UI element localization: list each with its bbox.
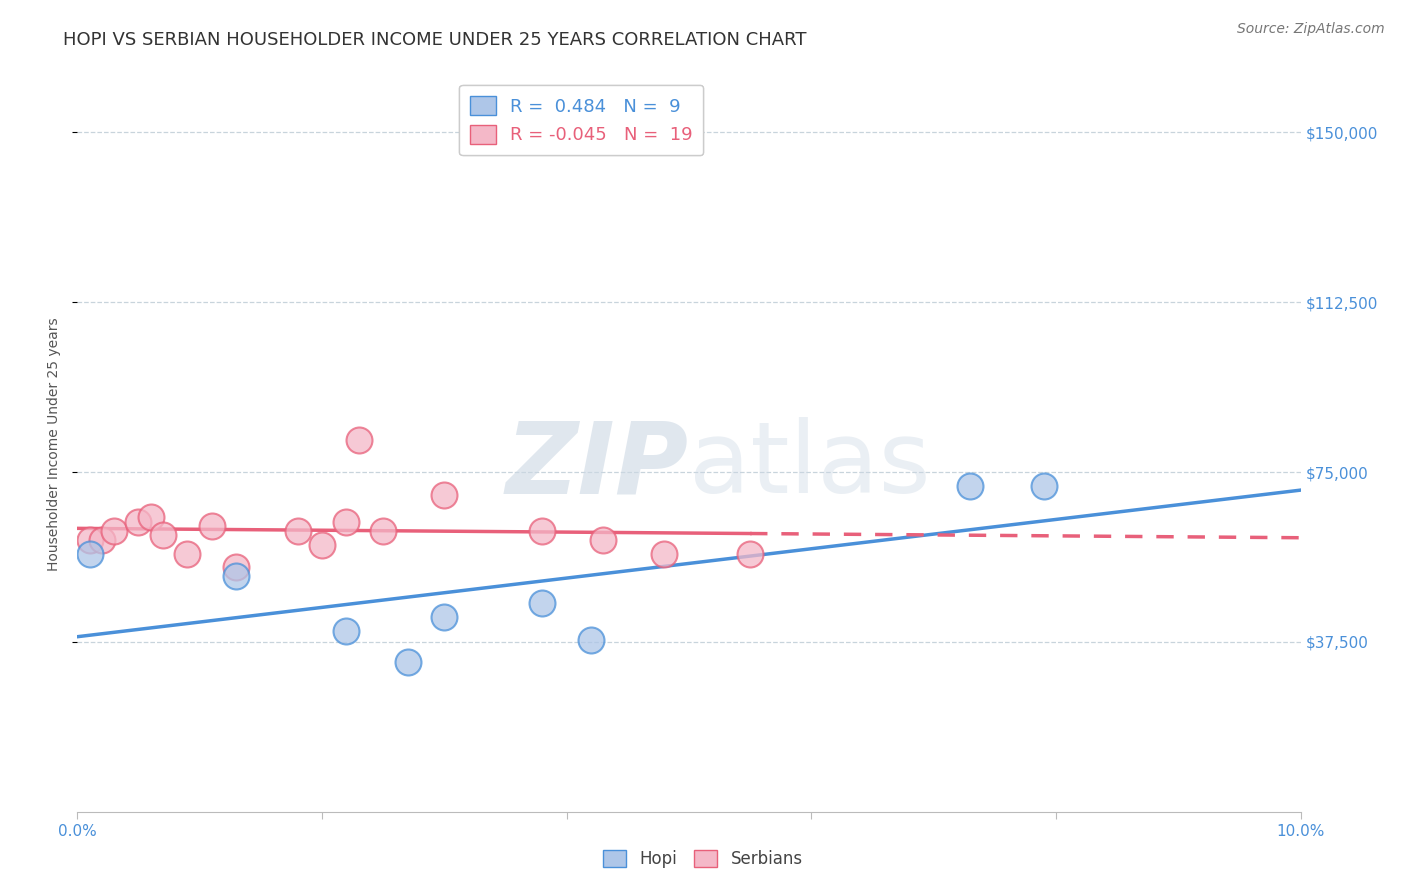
Text: ZIP: ZIP — [506, 417, 689, 515]
Point — [592, 533, 614, 547]
Point — [531, 596, 554, 610]
Point — [531, 524, 554, 538]
Y-axis label: Householder Income Under 25 years: Householder Income Under 25 years — [48, 317, 62, 571]
Point — [335, 624, 357, 638]
Point — [139, 510, 162, 524]
Point — [311, 537, 333, 551]
Text: atlas: atlas — [689, 417, 931, 515]
Point — [371, 524, 394, 538]
Point — [433, 610, 456, 624]
Point — [1032, 478, 1054, 492]
Point — [225, 560, 247, 574]
Point — [335, 515, 357, 529]
Point — [740, 547, 762, 561]
Point — [103, 524, 125, 538]
Legend: R =  0.484   N =  9, R = -0.045   N =  19: R = 0.484 N = 9, R = -0.045 N = 19 — [460, 85, 703, 155]
Point — [90, 533, 112, 547]
Point — [654, 547, 676, 561]
Point — [347, 434, 370, 448]
Point — [201, 519, 224, 533]
Text: HOPI VS SERBIAN HOUSEHOLDER INCOME UNDER 25 YEARS CORRELATION CHART: HOPI VS SERBIAN HOUSEHOLDER INCOME UNDER… — [63, 31, 807, 49]
Point — [79, 547, 101, 561]
Point — [579, 632, 602, 647]
Point — [959, 478, 981, 492]
Point — [127, 515, 149, 529]
Point — [152, 528, 174, 542]
Point — [225, 569, 247, 583]
Legend: Hopi, Serbians: Hopi, Serbians — [596, 843, 810, 875]
Text: Source: ZipAtlas.com: Source: ZipAtlas.com — [1237, 22, 1385, 37]
Point — [79, 533, 101, 547]
Point — [433, 488, 456, 502]
Point — [287, 524, 309, 538]
Point — [176, 547, 198, 561]
Point — [396, 655, 419, 669]
